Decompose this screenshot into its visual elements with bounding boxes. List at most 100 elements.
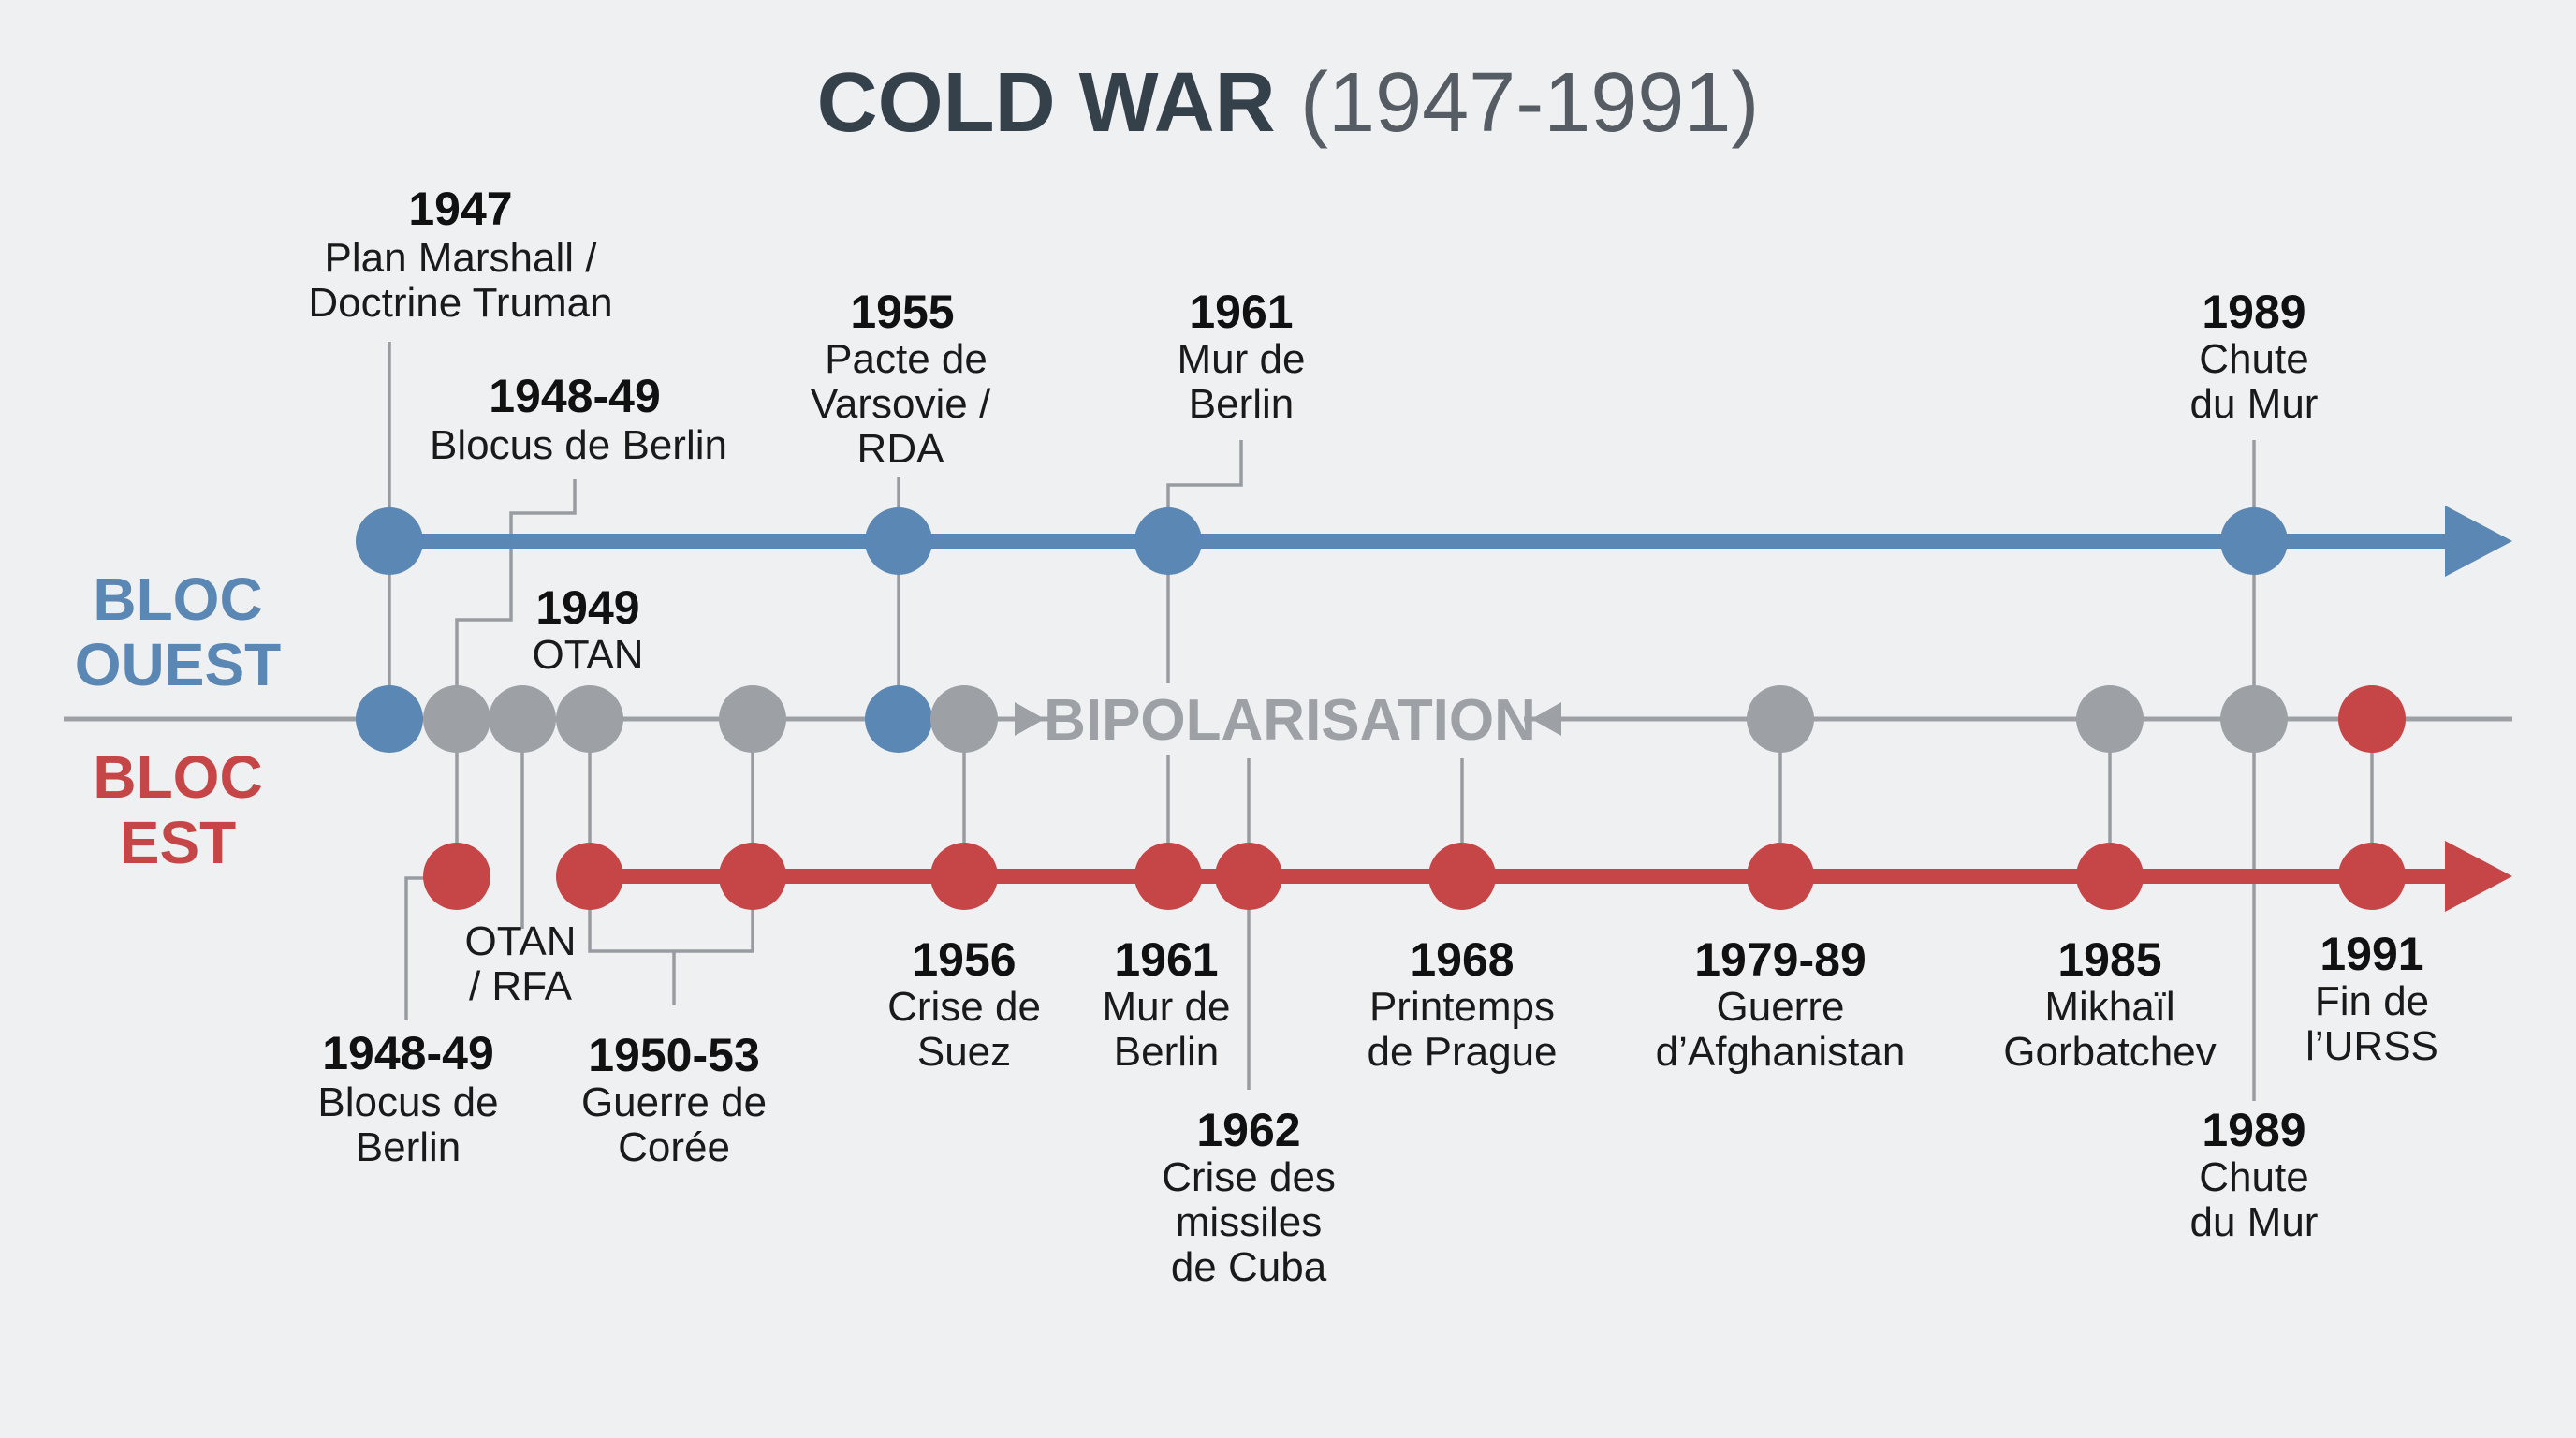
west-dots [356, 507, 2288, 575]
event-year: 1991 [2320, 928, 2423, 980]
event-label-line: Guerre de [581, 1079, 767, 1125]
dot-west-1955 [865, 507, 932, 575]
bipolarisation-bg [1056, 683, 1524, 755]
event-label-line: Mur de [1103, 984, 1231, 1030]
dot-east-1961 [1134, 843, 1202, 910]
event-year: 1961 [1114, 933, 1218, 986]
dot-west-1989 [2220, 507, 2288, 575]
event-label-line: Gorbatchev [2003, 1029, 2216, 1075]
event-label-line: Doctrine Truman [308, 280, 612, 326]
dot-mid-otan-rfa [489, 685, 556, 753]
event-east-1948: 1948-49 Blocus de Berlin [317, 1027, 498, 1170]
event-east-1979: 1979-89 Guerre d’Afghanistan [1656, 933, 1906, 1075]
connector-1948-west [455, 479, 577, 721]
dot-east-1956 [930, 843, 998, 910]
event-year: 1961 [1189, 286, 1293, 338]
event-label-line: Crise de [887, 984, 1041, 1030]
event-west-1949: 1949 OTAN [533, 581, 644, 678]
event-west-1948: 1948-49 Blocus de Berlin [430, 370, 727, 468]
event-west-1989: 1989 Chute du Mur [2190, 286, 2319, 427]
event-east-1956: 1956 Crise de Suez [887, 933, 1041, 1075]
dot-mid-1979 [1747, 685, 1814, 753]
event-year: 1962 [1196, 1104, 1300, 1156]
west-arrow-icon [2445, 506, 2512, 577]
event-west-1961: 1961 Mur de Berlin [1178, 286, 1306, 427]
event-year: 1956 [912, 933, 1016, 986]
event-east-1991: 1991 Fin de l’URSS [2305, 928, 2438, 1069]
event-label-line: de Prague [1367, 1029, 1557, 1075]
dot-east-1962 [1215, 843, 1282, 910]
event-year: 1947 [408, 183, 512, 235]
event-label-line: d’Afghanistan [1656, 1029, 1906, 1075]
event-label-line: Fin de [2315, 978, 2429, 1024]
event-east-1985: 1985 Mikhaïl Gorbatchev [2003, 933, 2216, 1075]
event-label-line: Plan Marshall / [324, 235, 597, 281]
title-main: COLD WAR [817, 56, 1276, 150]
event-label-line: Chute [2199, 336, 2308, 382]
dot-mid-1989 [2220, 685, 2288, 753]
event-label-line: Chute [2199, 1154, 2308, 1200]
event-label-line: Suez [917, 1029, 1011, 1075]
event-label-line: Corée [618, 1124, 730, 1170]
dot-east-1948 [423, 843, 490, 910]
event-east-1950: 1950-53 Guerre de Corée [581, 1029, 767, 1170]
dot-east-1985 [2076, 843, 2144, 910]
event-west-1955: 1955 Pacte de Varsovie / RDA [811, 286, 991, 472]
event-year: 1948-49 [322, 1027, 494, 1079]
event-label-line: missiles [1176, 1199, 1322, 1245]
event-label-line: du Mur [2190, 381, 2319, 427]
dot-mid-1949 [556, 685, 623, 753]
event-label-line: Mur de [1178, 336, 1306, 382]
middle-dots [356, 685, 2406, 753]
dot-east-1949 [556, 843, 623, 910]
bloc-west-label-line2: OUEST [75, 631, 281, 698]
event-label-line: OTAN [465, 918, 577, 964]
dot-west-1961 [1134, 507, 1202, 575]
event-year: 1950-53 [588, 1029, 760, 1081]
event-east-1961: 1961 Mur de Berlin [1103, 933, 1231, 1075]
event-year: 1968 [1410, 933, 1514, 986]
dot-mid-1948 [423, 685, 490, 753]
event-label-line: Blocus de Berlin [430, 422, 727, 468]
bipolarisation-label: BIPOLARISATION [1044, 688, 1536, 753]
dot-mid-1955 [865, 685, 932, 753]
event-label-line: OTAN [533, 632, 644, 678]
event-label-line: / RFA [469, 963, 573, 1009]
event-label-line: l’URSS [2305, 1023, 2438, 1069]
event-year: 1989 [2202, 1104, 2305, 1156]
event-year: 1989 [2202, 286, 2305, 338]
dot-east-1979 [1747, 843, 1814, 910]
arrow-left-icon [1531, 702, 1561, 736]
event-label-line: Crise des [1162, 1154, 1336, 1200]
connector-1950-bracket [588, 721, 754, 953]
event-label-line: Mikhaïl [2044, 984, 2174, 1030]
bloc-west-label-line1: BLOC [93, 565, 262, 633]
event-label-line: Berlin [1189, 381, 1295, 427]
event-label-line: du Mur [2190, 1199, 2319, 1245]
dot-mid-1991 [2338, 685, 2406, 753]
dot-east-1968 [1428, 843, 1496, 910]
event-east-1989: 1989 Chute du Mur [2190, 1104, 2319, 1245]
event-year: 1948-49 [489, 370, 661, 422]
event-label-line: Printemps [1369, 984, 1555, 1030]
dot-east-1991 [2338, 843, 2406, 910]
arrow-right-icon [1015, 702, 1045, 736]
event-east-1968: 1968 Printemps de Prague [1367, 933, 1557, 1075]
bloc-east-label-line2: EST [120, 809, 236, 876]
event-label-line: de Cuba [1171, 1244, 1327, 1290]
dot-mid-1947 [356, 685, 423, 753]
event-east-otan-rfa: OTAN / RFA [465, 918, 577, 1009]
dot-mid-1950 [719, 685, 786, 753]
event-label-line: Pacte de [825, 336, 988, 382]
event-label-line: Berlin [356, 1124, 461, 1170]
dot-west-1947 [356, 507, 423, 575]
east-dots [423, 843, 2406, 910]
dot-east-1950 [719, 843, 786, 910]
event-label-line: RDA [857, 426, 945, 472]
event-label-line: Blocus de [317, 1079, 498, 1125]
east-arrow-icon [2445, 841, 2512, 912]
dot-mid-1985 [2076, 685, 2144, 753]
event-west-1947: 1947 Plan Marshall / Doctrine Truman [308, 183, 612, 326]
